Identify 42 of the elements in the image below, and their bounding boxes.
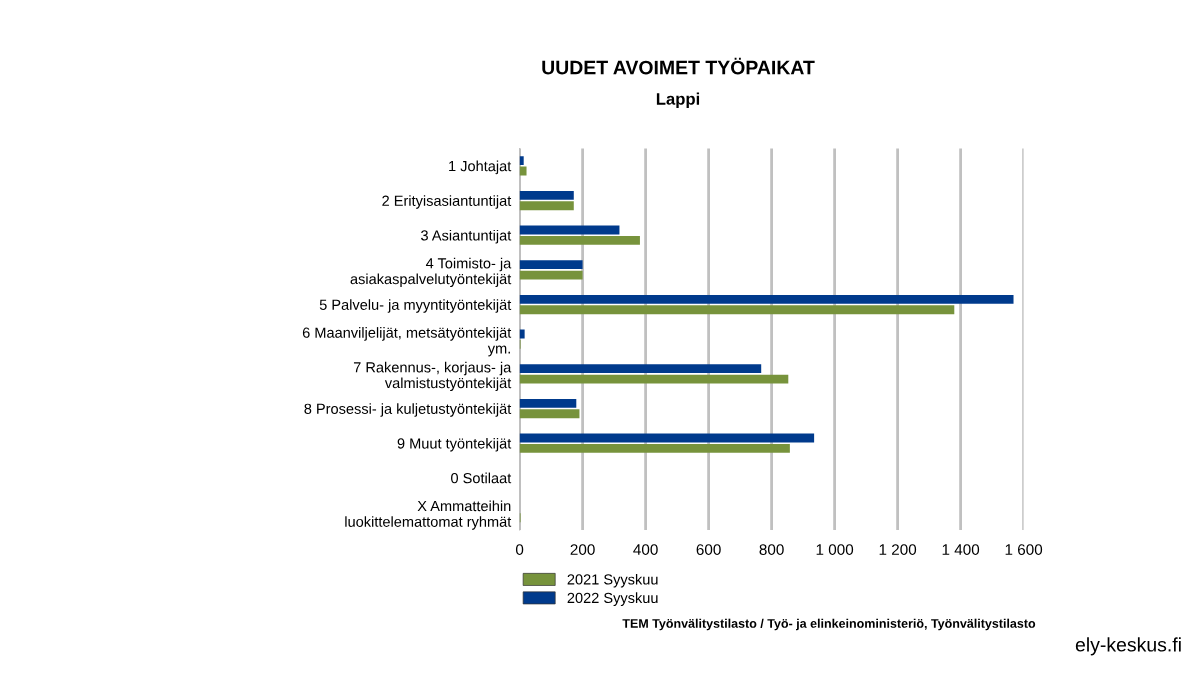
y-tick-label: 2 Erityisasiantuntijat bbox=[382, 195, 512, 209]
y-tick-label: 8 Prosessi- ja kuljetustyöntekijät bbox=[304, 403, 512, 417]
y-tick-label: 9 Muut työntekijät bbox=[397, 437, 512, 452]
text: TEM Työnvälitystilasto / Työ- ja elinkeinoministeriö, Työnvälitystilasto bbox=[622, 618, 1036, 631]
bar bbox=[519, 166, 527, 176]
y-tick-label: 3 Asiantuntijat bbox=[421, 229, 512, 244]
x-tick-label: 800 bbox=[759, 544, 784, 555]
bar bbox=[519, 374, 789, 384]
y-tick-label: 0 Sotilaat bbox=[451, 472, 512, 484]
legend-label: 2021 Syyskuu bbox=[567, 573, 658, 588]
bar bbox=[519, 270, 583, 280]
chart-subtitle: Lappi bbox=[656, 92, 700, 109]
bar bbox=[519, 235, 640, 245]
x-tick-label: 600 bbox=[696, 544, 721, 555]
x-tick-label: 1 600 bbox=[1005, 544, 1043, 555]
bar bbox=[519, 260, 583, 270]
text: ely-keskus.fi bbox=[1075, 637, 1181, 656]
y-tick-label: X Ammatteihin luokittelemattomat ryhmät bbox=[345, 500, 512, 530]
bar bbox=[519, 190, 574, 200]
bar bbox=[519, 225, 620, 235]
bar bbox=[519, 409, 580, 419]
y-tick-label: 6 Maanviljelijät, metsätyöntekijät ym. bbox=[302, 327, 512, 357]
bar bbox=[519, 443, 790, 453]
bar bbox=[519, 305, 955, 315]
legend-label: 2022 Syyskuu bbox=[567, 592, 658, 606]
chart-title: UUDET AVOIMET TYÖPAIKAT bbox=[542, 57, 815, 75]
bar bbox=[519, 294, 1014, 304]
y-tick-label: 5 Palvelu- ja myyntityöntekijät bbox=[319, 299, 512, 313]
y-tick-label: 1 Johtajat bbox=[449, 160, 512, 175]
bar bbox=[519, 364, 762, 374]
x-tick-label: 400 bbox=[633, 544, 658, 555]
y-tick-label: 7 Rakennus-, korjaus- ja valmistustyöntekijät bbox=[353, 361, 512, 392]
x-tick-label: 1 000 bbox=[816, 544, 854, 555]
x-tick-label: 200 bbox=[570, 544, 595, 555]
x-tick-label: 1 400 bbox=[942, 544, 980, 555]
bar bbox=[519, 201, 574, 211]
x-tick-label: 1 200 bbox=[879, 544, 917, 555]
x-tick-label: 0 bbox=[515, 544, 524, 555]
y-tick-label: 4 Toimisto- ja asiakaspalvelutyöntekijät bbox=[350, 257, 512, 288]
bar bbox=[519, 156, 524, 166]
bar bbox=[519, 398, 577, 408]
bar bbox=[519, 433, 815, 443]
